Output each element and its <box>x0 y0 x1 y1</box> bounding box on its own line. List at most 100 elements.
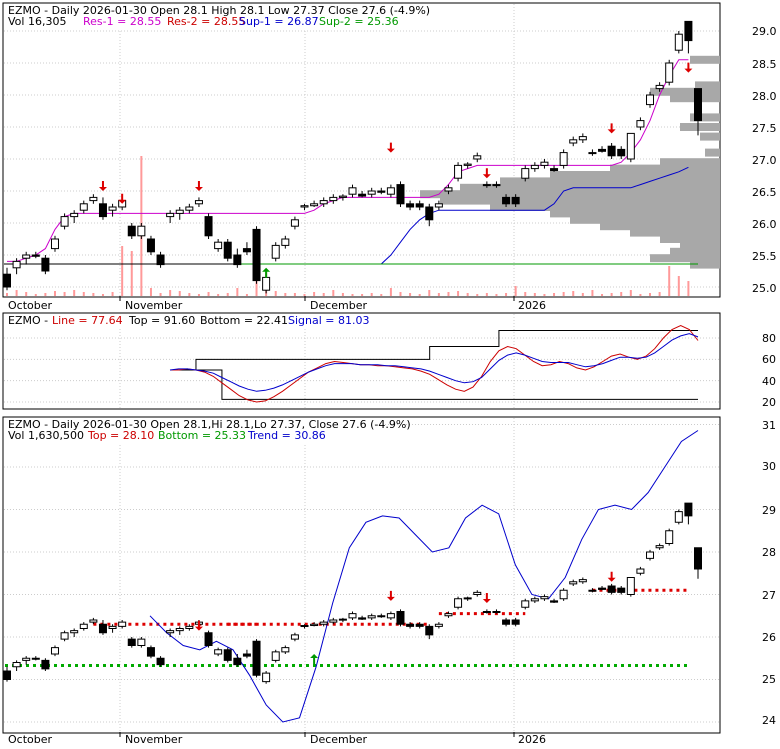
volume-bar <box>370 293 373 296</box>
candle-body <box>550 168 559 172</box>
candle-body <box>502 196 511 205</box>
candle-body <box>98 623 107 634</box>
candle-body <box>578 579 587 583</box>
candle-body <box>425 206 434 221</box>
p1-xlabel-november: November <box>125 299 183 312</box>
candle-body <box>386 187 395 195</box>
candle-body <box>290 634 299 640</box>
candle-body <box>434 623 443 627</box>
p1-ytick: 26.0 <box>752 218 777 231</box>
candle-body <box>425 625 434 636</box>
candle-body <box>281 647 290 653</box>
candle-body <box>636 120 645 128</box>
candle-body <box>463 163 472 166</box>
panel2-line-label: Line = 77.64 <box>52 314 123 327</box>
volume-profile-bar <box>705 148 720 157</box>
volume-profile-bar <box>700 132 720 141</box>
candle-body <box>415 623 424 627</box>
candle-body <box>310 203 319 207</box>
candle-body <box>636 568 645 574</box>
volume-bar <box>466 293 469 296</box>
panel2-header-prefix: EZMO - <box>8 314 48 327</box>
p1-ytick: 27.0 <box>752 154 777 167</box>
volume-bar <box>409 293 412 296</box>
candle-body <box>607 145 616 157</box>
candle-body <box>319 621 328 625</box>
candle-body <box>434 203 443 208</box>
candle-body <box>319 200 328 205</box>
candle-body <box>348 613 357 619</box>
candle-body <box>223 649 232 661</box>
p1-ytick: 28.0 <box>752 90 777 103</box>
volume-bar <box>284 293 287 296</box>
volume-profile-bar <box>650 87 720 96</box>
volume-bar <box>687 281 690 296</box>
candle-body <box>646 94 655 106</box>
candle-body <box>146 647 155 657</box>
panel1-gridlines <box>4 4 719 301</box>
candle-body <box>310 623 319 627</box>
volume-bar <box>620 292 623 296</box>
panel1-header-bg <box>4 4 386 30</box>
candle-body <box>31 254 40 257</box>
volume-bar <box>15 290 18 296</box>
volume-bar <box>44 293 47 296</box>
panel1-volume-label: Vol 16,305 <box>8 15 66 28</box>
volume-bar <box>53 291 56 296</box>
volume-profile-bar <box>680 241 720 250</box>
candle-body <box>511 619 520 625</box>
candle-body <box>50 238 59 250</box>
sell-arrow <box>98 181 107 191</box>
p3-xlabel-december: December <box>310 733 368 745</box>
panel2-signal-label: Signal = 81.03 <box>288 314 370 327</box>
p2-line-series <box>170 325 699 403</box>
volume-profile-bar <box>570 215 720 224</box>
candle-body <box>50 647 59 655</box>
candle-body <box>166 630 175 634</box>
candle-body <box>473 155 482 160</box>
volume-profile-bar <box>660 158 720 167</box>
candle-body <box>175 628 184 632</box>
volume-bar <box>361 294 364 296</box>
volume-bar <box>217 294 220 296</box>
candle-body <box>406 623 415 627</box>
candle-body <box>214 649 223 655</box>
candle-body <box>617 587 626 593</box>
panel1-header: EZMO - Daily 2026-01-30 Open 28.1 High 2… <box>8 4 430 17</box>
p1-ytick: 28.5 <box>752 58 777 71</box>
volume-bar <box>581 293 584 296</box>
sell-arrow <box>118 193 127 204</box>
candle-body <box>70 630 79 634</box>
volume-bar <box>293 293 296 296</box>
p1-ytick: 26.5 <box>752 186 777 199</box>
candle-body <box>348 187 357 195</box>
candle-body <box>396 611 405 625</box>
candle-body <box>252 228 261 282</box>
candle-body <box>358 617 367 620</box>
volume-bar <box>121 246 124 296</box>
candle-body <box>41 257 50 272</box>
buy-arrow <box>262 267 271 278</box>
volume-bar <box>188 293 191 296</box>
candle-body <box>338 618 347 621</box>
candle-body <box>396 184 405 205</box>
sell-arrow <box>482 168 491 179</box>
panel3-top-label: Top = 28.10 <box>87 429 154 442</box>
candle-body <box>530 598 539 602</box>
candle-body <box>655 545 664 549</box>
sell-arrow <box>194 620 203 631</box>
candle-body <box>31 657 40 660</box>
volume-bar <box>610 293 613 296</box>
candle-body <box>98 203 107 218</box>
candle-body <box>463 597 472 600</box>
candle-body <box>454 598 463 608</box>
candle-body <box>262 276 271 291</box>
p3-ytick: 27 <box>762 589 776 602</box>
candle-body <box>223 241 232 259</box>
candle-body <box>588 589 597 592</box>
sell-arrow <box>607 571 616 582</box>
candle-body <box>262 672 271 683</box>
volume-bar <box>495 294 498 296</box>
res2-label: Res-2 = 28.55 <box>167 15 245 28</box>
